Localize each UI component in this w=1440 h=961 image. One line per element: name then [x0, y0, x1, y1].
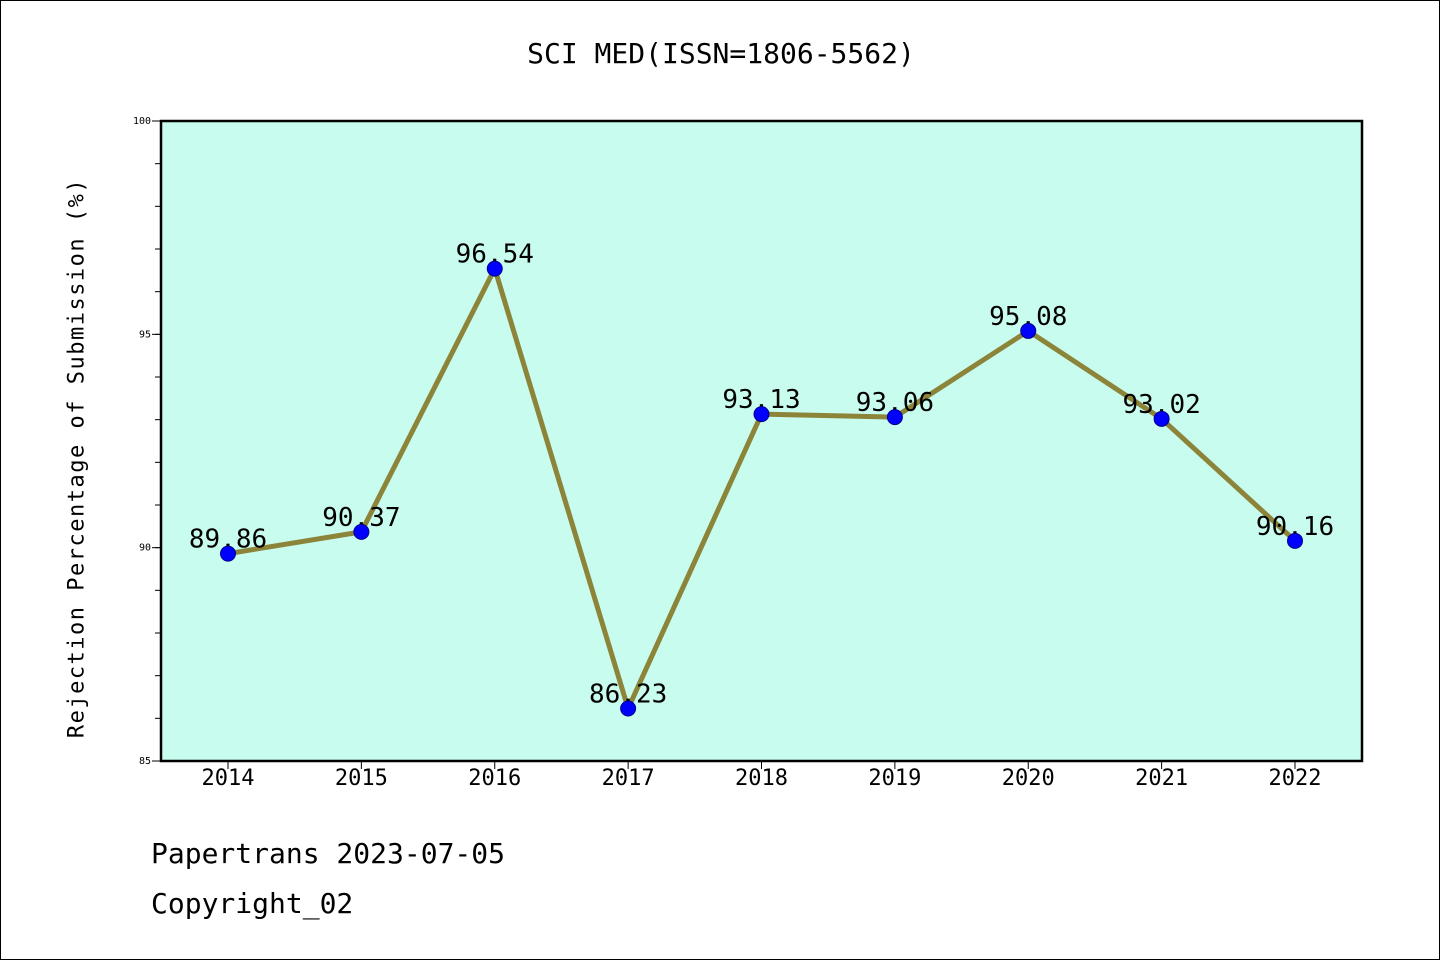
data-point — [220, 545, 236, 562]
x-tick-label: 2022 — [1269, 766, 1322, 791]
footer-copyright: Copyright_02 — [151, 887, 354, 920]
data-point — [886, 409, 903, 426]
x-tick-label: 2020 — [1002, 766, 1055, 791]
plot-area — [159, 119, 1364, 763]
x-tick-label: 2018 — [735, 766, 788, 791]
x-tick-label: 2014 — [202, 766, 255, 791]
y-tick-label: 85 — [139, 756, 151, 767]
data-point — [1287, 532, 1303, 549]
y-tick-label: 90 — [139, 543, 151, 554]
x-tick-label: 2016 — [468, 766, 521, 791]
data-point — [486, 260, 503, 277]
data-point — [1020, 322, 1037, 339]
chart-title: SCI MED(ISSN=1806-5562) — [527, 37, 915, 70]
x-tick-label: 2017 — [602, 766, 655, 791]
data-point — [353, 523, 370, 540]
x-tick-label: 2015 — [335, 766, 388, 791]
x-tick-label: 2019 — [868, 766, 921, 791]
data-point — [620, 700, 637, 717]
footer-date: Papertrans 2023-07-05 — [151, 837, 506, 870]
x-tick-label: 2021 — [1135, 766, 1188, 791]
data-point — [1153, 410, 1170, 427]
y-tick-label: 95 — [139, 329, 151, 340]
y-tick-label: 100 — [133, 116, 151, 127]
data-point — [753, 406, 770, 423]
